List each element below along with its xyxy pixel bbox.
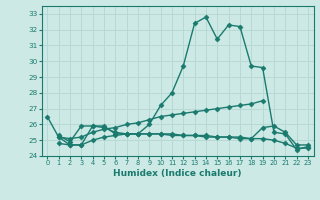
X-axis label: Humidex (Indice chaleur): Humidex (Indice chaleur) [113, 169, 242, 178]
